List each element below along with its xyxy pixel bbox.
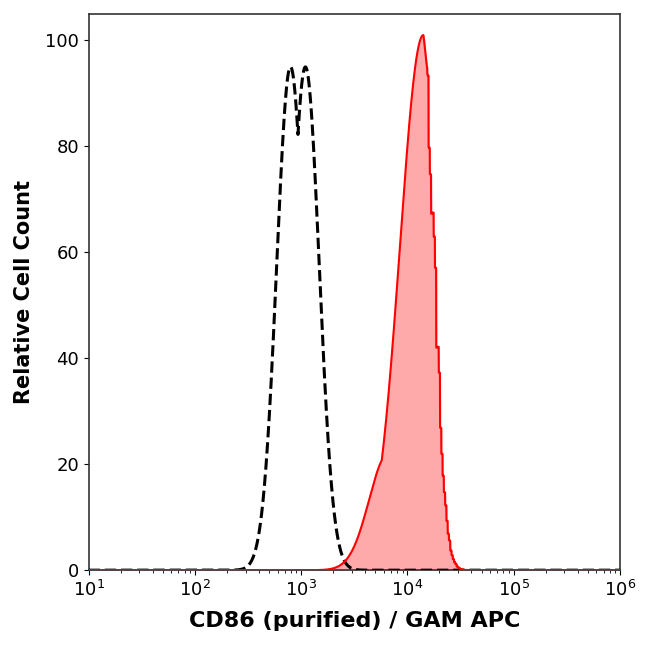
X-axis label: CD86 (purified) / GAM APC: CD86 (purified) / GAM APC: [188, 611, 520, 631]
Y-axis label: Relative Cell Count: Relative Cell Count: [14, 180, 34, 404]
